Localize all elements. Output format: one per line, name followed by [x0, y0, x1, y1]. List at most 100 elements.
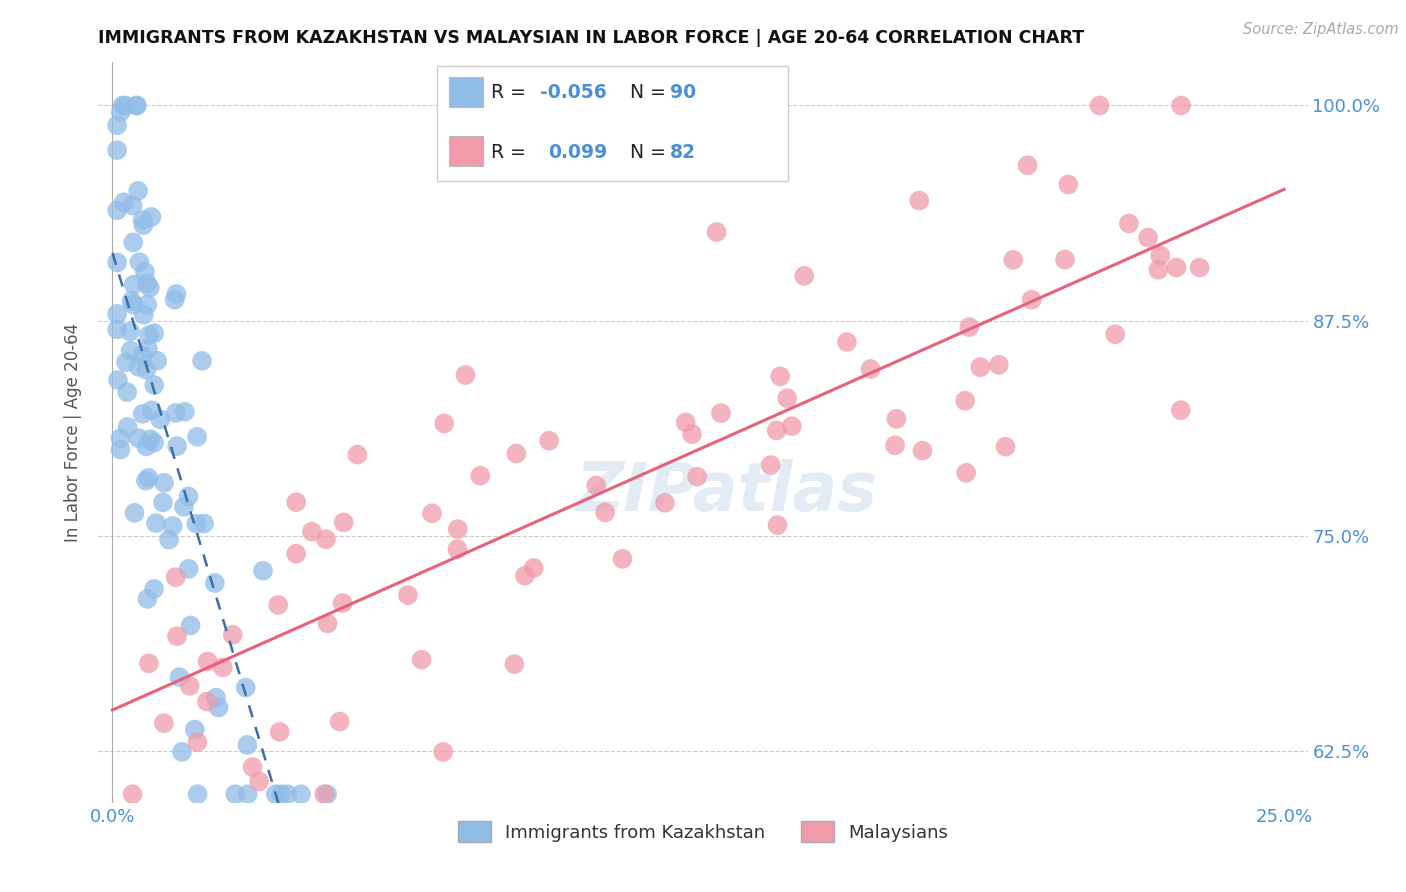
Point: [886, 412, 908, 426]
Point: [143, 582, 166, 596]
Point: [204, 576, 226, 591]
Point: [1137, 230, 1160, 244]
Point: [197, 655, 219, 669]
Point: [165, 406, 187, 420]
Text: R =: R =: [492, 143, 533, 161]
Point: [170, 745, 193, 759]
Point: [523, 561, 546, 575]
Point: [1104, 327, 1126, 342]
Point: [953, 393, 976, 408]
Point: [163, 293, 186, 307]
Point: [124, 506, 146, 520]
Point: [706, 225, 728, 239]
Point: [654, 496, 676, 510]
Text: N =: N =: [630, 83, 672, 103]
Point: [1021, 293, 1043, 307]
Point: [955, 466, 977, 480]
Point: [105, 322, 128, 336]
Text: 82: 82: [671, 143, 696, 161]
Text: 0.099: 0.099: [548, 143, 607, 161]
Text: 90: 90: [671, 83, 696, 103]
Point: [759, 458, 782, 472]
Point: [138, 657, 160, 671]
Point: [135, 362, 157, 376]
Point: [236, 787, 259, 801]
Point: [105, 255, 128, 269]
Point: [1166, 260, 1188, 275]
Point: [884, 438, 907, 452]
Point: [329, 714, 352, 729]
Point: [173, 500, 195, 514]
Point: [173, 405, 195, 419]
Point: [513, 568, 536, 582]
Point: [149, 412, 172, 426]
Legend: Immigrants from Kazakhstan, Malaysians: Immigrants from Kazakhstan, Malaysians: [451, 814, 955, 849]
Point: [314, 787, 336, 801]
Point: [111, 98, 134, 112]
Point: [122, 235, 145, 250]
Point: [105, 203, 128, 218]
Point: [765, 424, 787, 438]
Point: [128, 255, 150, 269]
Point: [145, 516, 167, 530]
Point: [1002, 252, 1025, 267]
Point: [143, 326, 166, 341]
Point: [125, 98, 148, 112]
Point: [211, 660, 233, 674]
Point: [186, 735, 208, 749]
Point: [138, 328, 160, 343]
Point: [994, 440, 1017, 454]
Point: [769, 369, 792, 384]
Point: [169, 670, 191, 684]
Point: [316, 616, 339, 631]
Point: [186, 430, 208, 444]
Point: [987, 358, 1010, 372]
Point: [127, 184, 149, 198]
Point: [235, 681, 257, 695]
Point: [681, 427, 703, 442]
Point: [301, 524, 323, 539]
Point: [166, 629, 188, 643]
Point: [120, 325, 142, 339]
Point: [121, 787, 143, 801]
Point: [780, 419, 803, 434]
Text: -0.056: -0.056: [540, 83, 606, 103]
Point: [207, 700, 229, 714]
Point: [710, 406, 733, 420]
Point: [186, 516, 208, 531]
Point: [1053, 252, 1076, 267]
Point: [969, 360, 991, 375]
Point: [315, 533, 337, 547]
Point: [143, 435, 166, 450]
Point: [1149, 248, 1171, 262]
Point: [1118, 217, 1140, 231]
Point: [143, 378, 166, 392]
Point: [252, 564, 274, 578]
Point: [125, 98, 148, 112]
Point: [593, 505, 616, 519]
Point: [146, 353, 169, 368]
Point: [432, 745, 454, 759]
Point: [195, 695, 218, 709]
Point: [153, 475, 176, 490]
Point: [675, 416, 697, 430]
Point: [110, 442, 132, 457]
Point: [120, 343, 142, 358]
Point: [446, 542, 468, 557]
Point: [128, 359, 150, 374]
Point: [117, 420, 139, 434]
Point: [141, 403, 163, 417]
Point: [538, 434, 561, 448]
Point: [135, 440, 157, 454]
Point: [503, 657, 526, 672]
Point: [193, 516, 215, 531]
Point: [276, 787, 298, 801]
Point: [1147, 262, 1170, 277]
Point: [139, 432, 162, 446]
Point: [420, 506, 443, 520]
Point: [247, 774, 270, 789]
Point: [136, 298, 159, 312]
Point: [776, 391, 799, 405]
Point: [165, 287, 187, 301]
Point: [1170, 98, 1192, 112]
